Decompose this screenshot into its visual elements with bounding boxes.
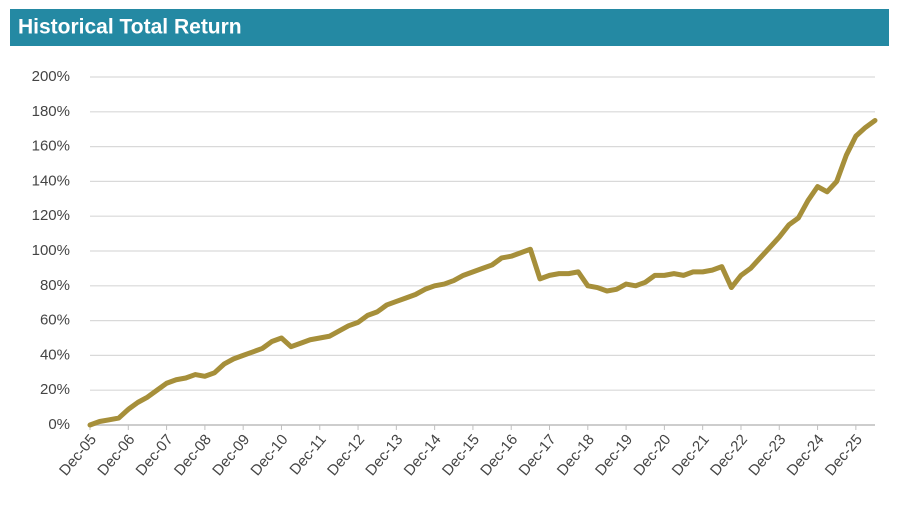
x-tick-label: Dec-08 bbox=[171, 431, 215, 479]
x-tick-label: Dec-06 bbox=[94, 431, 138, 479]
x-tick-label: Dec-10 bbox=[247, 431, 291, 479]
chart-title: Historical Total Return bbox=[18, 16, 242, 39]
x-tick-label: Dec-18 bbox=[554, 431, 598, 479]
x-tick-label: Dec-07 bbox=[133, 431, 177, 479]
y-tick-label: 200% bbox=[32, 68, 70, 85]
x-tick-label: Dec-09 bbox=[209, 431, 253, 479]
x-tick-label: Dec-23 bbox=[745, 431, 789, 479]
data-line bbox=[87, 118, 878, 428]
y-tick-label: 120% bbox=[32, 207, 70, 224]
x-tick-label: Dec-22 bbox=[707, 431, 751, 479]
y-tick-label: 0% bbox=[48, 416, 70, 433]
x-tick-label: Dec-17 bbox=[516, 431, 560, 479]
x-tick-label: Dec-13 bbox=[362, 431, 406, 479]
y-tick-label: 40% bbox=[40, 346, 70, 363]
x-tick-label: Dec-20 bbox=[630, 431, 674, 479]
x-tick-label: Dec-15 bbox=[439, 431, 483, 479]
y-tick-label: 160% bbox=[32, 138, 70, 155]
x-tick-label: Dec-14 bbox=[401, 431, 445, 479]
y-tick-label: 100% bbox=[32, 242, 70, 259]
x-tick-label: Dec-12 bbox=[324, 431, 368, 479]
x-tick-label: Dec-21 bbox=[669, 431, 713, 479]
y-tick-label: 140% bbox=[32, 172, 70, 189]
y-tick-label: 180% bbox=[32, 103, 70, 120]
title-bar bbox=[10, 9, 889, 46]
y-tick-label: 60% bbox=[40, 312, 70, 329]
y-tick-label: 80% bbox=[40, 277, 70, 294]
x-tick-label: Dec-05 bbox=[56, 431, 100, 479]
x-tick-label: Dec-11 bbox=[286, 431, 329, 478]
y-tick-label: 20% bbox=[40, 381, 70, 398]
x-tick-label: Dec-25 bbox=[822, 431, 866, 479]
x-tick-label: Dec-19 bbox=[592, 431, 636, 479]
x-tick-label: Dec-24 bbox=[784, 431, 828, 479]
x-tick-label: Dec-16 bbox=[477, 431, 521, 479]
